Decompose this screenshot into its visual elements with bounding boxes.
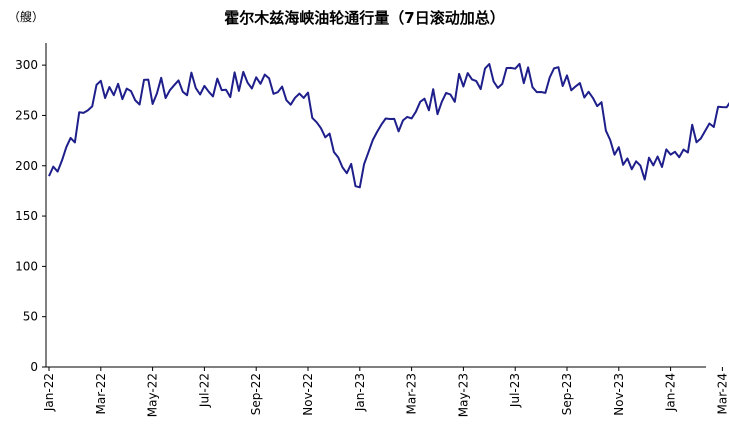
x-tick-label: Jan-22: [42, 373, 56, 412]
y-tick-label: 200: [15, 159, 38, 173]
y-tick-label: 50: [23, 310, 38, 324]
x-tick-label: Mar-22: [94, 373, 108, 414]
plot-area: [48, 62, 729, 189]
x-tick-label: Nov-23: [612, 373, 626, 416]
y-tick-label: 0: [30, 360, 38, 374]
y-tick-label: 100: [15, 259, 38, 273]
x-tick-label: Jan-24: [664, 373, 678, 412]
x-tick-label: Sep-23: [560, 373, 574, 415]
x-tick-label: Sep-22: [249, 373, 263, 415]
x-tick-label: Jan-23: [353, 373, 367, 412]
x-tick-label: Jul-23: [508, 373, 522, 408]
x-tick-label: Nov-22: [301, 373, 315, 416]
y-tick-label: 250: [15, 108, 38, 122]
y-axis-unit-label: （艘）: [8, 10, 45, 24]
y-tick-label: 300: [15, 58, 38, 72]
series-line: [48, 62, 729, 189]
x-tick-label: Mar-24: [715, 373, 729, 414]
x-tick-label: May-22: [146, 373, 160, 417]
x-tick-label: Mar-23: [405, 373, 419, 414]
chart-title: 霍尔木兹海峡油轮通行量（7日滚动加总）: [224, 9, 505, 27]
x-tick-label: May-23: [456, 373, 470, 417]
y-axis: 0 50 100 150 200 250 300: [15, 43, 47, 374]
y-tick-label: 150: [15, 209, 38, 223]
x-tick-label: Jul-22: [197, 373, 211, 408]
x-axis: Jan-22 Mar-22 May-22 Jul-22 Sep-22 Nov-22 Jan-…: [42, 366, 729, 417]
